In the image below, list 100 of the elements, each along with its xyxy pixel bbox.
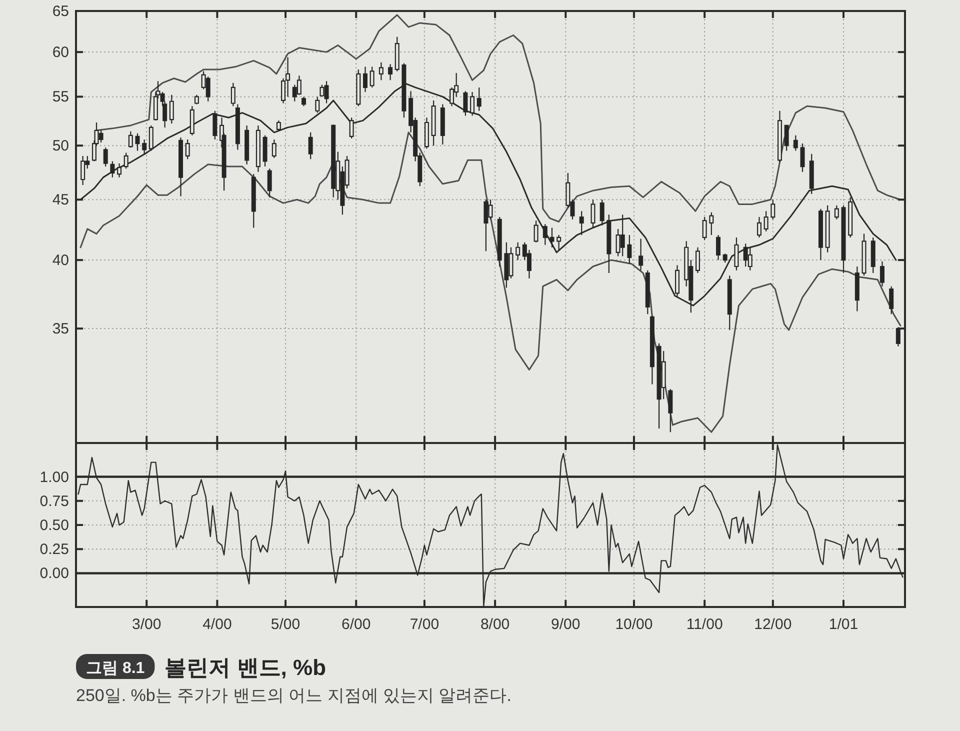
- x-tick-label: 11/00: [686, 616, 723, 633]
- x-tick-label: 8/00: [480, 616, 510, 633]
- x-tick-label: 10/00: [615, 616, 653, 633]
- candlestick: [356, 68, 361, 107]
- candlestick: [178, 136, 184, 197]
- candlestick: [606, 214, 612, 274]
- candlestick: [716, 234, 720, 261]
- candlestick: [809, 153, 814, 195]
- candlestick: [600, 199, 604, 226]
- text: 볼린저 밴드, %b: [164, 655, 326, 680]
- candlestick: [627, 234, 632, 264]
- candlestick: [194, 94, 199, 105]
- candlestick: [256, 124, 260, 172]
- candlestick: [770, 199, 776, 220]
- y-tick-label: 60: [52, 44, 69, 62]
- candlestick: [727, 275, 732, 331]
- candlestick: [470, 92, 475, 116]
- candlestick: [848, 196, 853, 238]
- candlestick: [696, 246, 700, 274]
- y-tick-label: 40: [52, 252, 69, 270]
- candlestick: [394, 36, 400, 72]
- candlestick: [734, 236, 739, 271]
- candlestick: [124, 152, 128, 170]
- candlestick: [308, 132, 313, 160]
- ref-line-label: 0.00: [40, 565, 69, 582]
- candlestick: [128, 130, 133, 148]
- line-series: [96, 14, 902, 222]
- x-tick-label: 5/00: [270, 616, 300, 633]
- candlestick: [378, 62, 384, 81]
- y-tick-label: 0.50: [40, 517, 69, 534]
- caption: 그림 8.1: [86, 660, 145, 677]
- candlestick: [556, 234, 562, 250]
- candlestick: [834, 204, 839, 220]
- y-tick-label: 35: [52, 320, 69, 338]
- ref-line-label: 1.00: [40, 468, 69, 486]
- candlestick: [431, 100, 436, 146]
- candlestick: [645, 270, 650, 315]
- candlestick: [235, 104, 240, 150]
- candlestick: [542, 224, 548, 246]
- x-tick-label: 12/00: [754, 616, 792, 633]
- y-tick-label: 55: [52, 88, 69, 106]
- x-tick-label: 4/00: [202, 616, 232, 633]
- candlestick: [709, 212, 714, 236]
- candlestick: [110, 160, 115, 178]
- candlestick: [349, 117, 354, 139]
- candlestick: [267, 168, 272, 198]
- candlestick: [190, 106, 194, 136]
- candlestick: [784, 124, 789, 152]
- candlestick: [302, 96, 306, 107]
- x-tick-label: 3/00: [132, 616, 162, 633]
- x-tick-label: 6/00: [342, 616, 371, 633]
- y-tick-label: 45: [52, 192, 69, 209]
- candlestick: [638, 238, 644, 271]
- candlestick: [230, 82, 236, 107]
- candlestick: [516, 242, 520, 261]
- candlestick: [777, 110, 782, 163]
- candlestick: [668, 388, 673, 433]
- candlestick: [388, 64, 393, 81]
- candlestick: [272, 138, 276, 159]
- candlestick: [212, 110, 218, 140]
- x-tick-label: 7/00: [410, 616, 440, 633]
- candlestick: [534, 220, 538, 243]
- candlestick: [117, 162, 122, 178]
- candlestick: [262, 134, 268, 168]
- candlestick: [440, 104, 445, 146]
- x-tick-label: 9/00: [551, 616, 580, 633]
- candlestick: [841, 204, 846, 274]
- candlestick: [497, 216, 502, 268]
- candlestick: [793, 134, 798, 152]
- candlestick: [244, 124, 250, 165]
- candlestick: [880, 260, 884, 287]
- candlestick: [579, 210, 584, 236]
- candlestick: [142, 138, 147, 154]
- candlestick: [331, 124, 336, 198]
- candlestick: [103, 147, 108, 168]
- candlestick: [135, 132, 140, 152]
- y-tick-label: 50: [52, 138, 69, 155]
- candlestick: [675, 264, 680, 298]
- candlestick: [722, 253, 728, 264]
- candlestick: [80, 155, 86, 186]
- candlestick: [870, 236, 876, 274]
- candlestick: [818, 208, 823, 261]
- candlestick: [800, 142, 805, 172]
- text: 250일. %b는 주가가 밴드의 어느 지점에 있는지 알려준다.: [76, 686, 512, 705]
- x-tick-label: 1/01: [828, 616, 858, 633]
- candlestick: [463, 90, 468, 116]
- candlestick: [756, 216, 762, 238]
- candlestick: [590, 199, 596, 228]
- candlestick: [650, 314, 654, 385]
- candlestick: [620, 214, 625, 257]
- candlestick: [424, 117, 429, 150]
- candlestick: [251, 174, 256, 228]
- y-tick-label: 65: [52, 3, 69, 20]
- candlestick: [854, 266, 860, 312]
- candlestick: [276, 120, 281, 131]
- candlestick: [362, 66, 368, 93]
- candlestick: [748, 246, 752, 271]
- candlestick: [370, 66, 374, 88]
- candlestick: [476, 86, 482, 112]
- line-series: [78, 444, 904, 607]
